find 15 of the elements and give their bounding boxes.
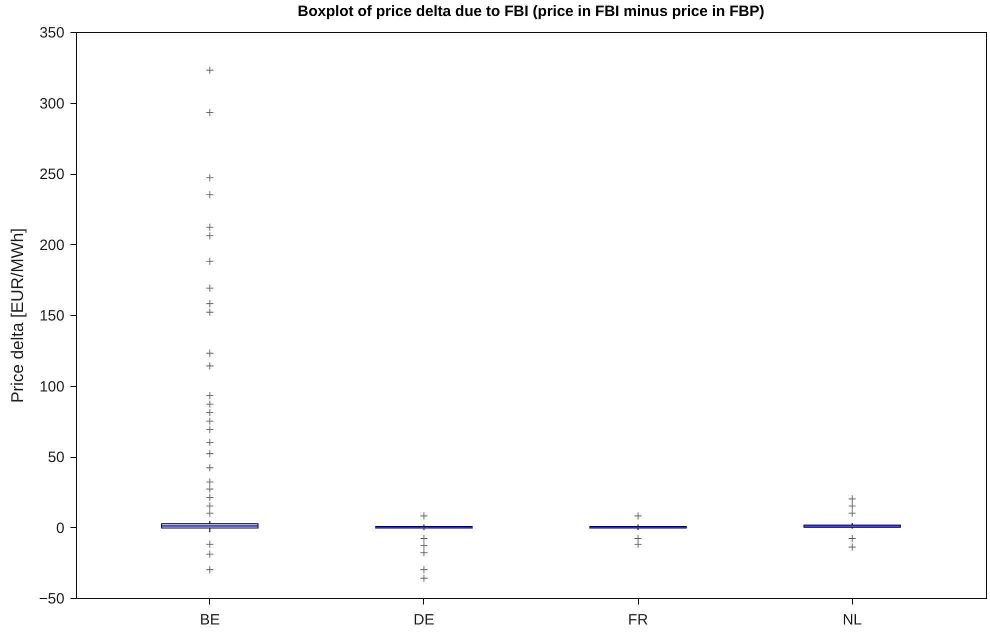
y-tick-label: 150 bbox=[39, 308, 64, 324]
y-tick-label: 250 bbox=[39, 166, 64, 183]
x-tick-label: DE bbox=[414, 612, 434, 628]
y-tick-label: 50 bbox=[48, 449, 64, 466]
y-tick-label: 100 bbox=[39, 378, 64, 396]
y-tick-label: 0 bbox=[56, 520, 64, 537]
y-tick-label: −50 bbox=[39, 590, 64, 608]
y-axis-title: Price delta [EUR/MWh] bbox=[8, 228, 28, 403]
y-tick-label: 300 bbox=[39, 95, 64, 112]
x-tick-label: BE bbox=[200, 612, 220, 628]
y-tick-label: 350 bbox=[39, 24, 64, 42]
y-tick-label: 200 bbox=[39, 236, 64, 254]
x-tick-label: FR bbox=[628, 612, 648, 628]
chart-title: Boxplot of price delta due to FBI (price in FBI minus price in FBP) bbox=[298, 3, 764, 20]
x-tick-label: NL bbox=[842, 612, 862, 628]
